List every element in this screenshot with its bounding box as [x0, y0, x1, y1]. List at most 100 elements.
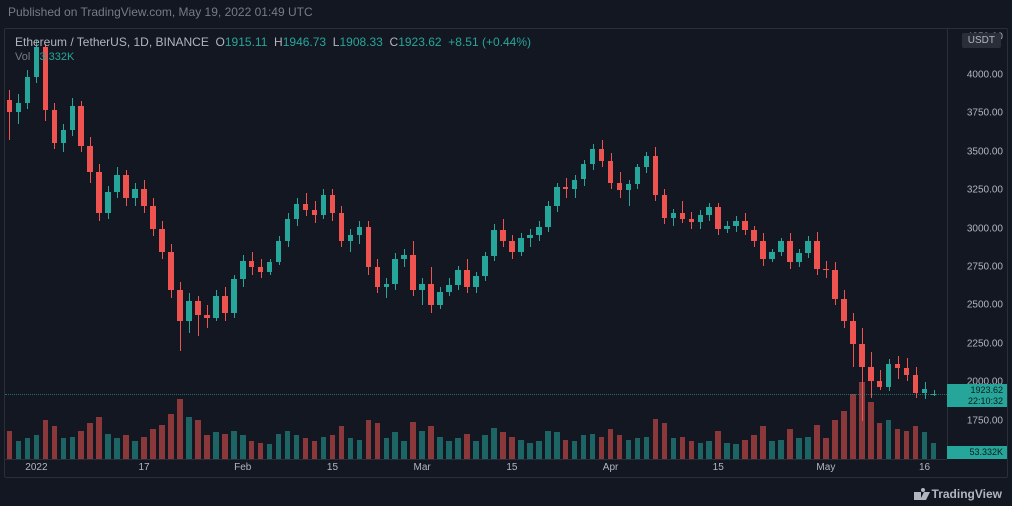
volume-bar: [590, 434, 596, 459]
candle-wick: [386, 278, 387, 298]
volume-bar: [662, 423, 668, 459]
candle-body: [375, 267, 381, 287]
volume-bar: [366, 420, 372, 459]
candle-body: [159, 229, 165, 252]
candle-body: [491, 230, 497, 256]
candle-body: [518, 238, 524, 252]
volume-bar: [545, 431, 551, 459]
time-axis[interactable]: 202217Feb15Mar15Apr15May16: [5, 459, 947, 477]
x-tick-label: Apr: [603, 462, 619, 473]
candle-wick: [9, 90, 10, 139]
x-tick-label: May: [816, 462, 835, 473]
volume-bar: [419, 431, 425, 459]
volume-bar: [357, 440, 363, 459]
x-tick-label: Feb: [234, 462, 251, 473]
volume-bar: [213, 432, 219, 459]
candle-body: [114, 175, 120, 192]
volume-bar: [321, 437, 327, 459]
candle-body: [105, 192, 111, 214]
tv-logo-icon: [914, 488, 930, 500]
volume-bar: [330, 435, 336, 459]
volume-bar: [554, 432, 560, 459]
volume-bar: [455, 438, 461, 459]
x-tick-label: 15: [713, 462, 724, 473]
volume-bar: [61, 438, 67, 459]
candle-body: [446, 285, 452, 291]
candle-body: [617, 183, 623, 191]
price-axis[interactable]: 1750.002000.002250.002500.002750.003000.…: [947, 29, 1007, 459]
y-tick-label: 1750.00: [967, 415, 1003, 426]
candle-body: [464, 270, 470, 287]
candle-body: [733, 221, 739, 226]
y-tick-label: 3000.00: [967, 223, 1003, 234]
candle-body: [428, 284, 434, 306]
volume-bar: [509, 437, 515, 459]
candle-body: [240, 261, 246, 279]
tradingview-logo: TradingView: [914, 487, 1002, 501]
candle-body: [16, 103, 22, 112]
candle-body: [52, 110, 58, 142]
volume-bar: [904, 431, 910, 459]
volume-bar: [410, 422, 416, 459]
candle-body: [249, 261, 255, 267]
x-tick-label: 15: [327, 462, 338, 473]
volume-bar: [536, 441, 542, 459]
candle-body: [339, 213, 345, 241]
volume-bar: [303, 438, 309, 459]
volume-bar: [464, 434, 470, 459]
volume-bar: [105, 434, 111, 459]
volume-bar: [769, 441, 775, 459]
candle-body: [213, 296, 219, 318]
x-tick-label: 15: [506, 462, 517, 473]
candle-body: [410, 255, 416, 290]
volume-bar: [204, 435, 210, 459]
candle-body: [590, 149, 596, 164]
candle-body: [276, 241, 282, 263]
volume-bar: [635, 438, 641, 459]
candle-body: [868, 367, 874, 381]
volume-bar: [401, 441, 407, 459]
y-tick-label: 2500.00: [967, 300, 1003, 311]
volume-bar: [922, 432, 928, 459]
volume-bar: [437, 437, 443, 459]
candle-body: [177, 290, 183, 321]
volume-bar: [742, 440, 748, 459]
y-tick-label: 2250.00: [967, 338, 1003, 349]
candle-body: [671, 213, 677, 218]
candle-body: [778, 241, 784, 252]
y-tick-label: 2750.00: [967, 262, 1003, 273]
volume-bar: [751, 435, 757, 459]
volume-bar: [626, 440, 632, 459]
candle-body: [7, 100, 13, 112]
candle-body: [742, 221, 748, 230]
candle-body: [132, 189, 138, 198]
volume-bar: [644, 437, 650, 459]
volume-bar: [348, 438, 354, 459]
volume-bar: [832, 420, 838, 459]
volume-bar: [186, 417, 192, 459]
candle-body: [841, 299, 847, 321]
candle-wick: [422, 278, 423, 306]
y-tick-label: 3750.00: [967, 108, 1003, 119]
volume-bar: [168, 414, 174, 459]
candlestick-chart[interactable]: [5, 29, 947, 459]
candle-body: [78, 106, 84, 146]
candle-body: [195, 301, 201, 315]
candle-body: [796, 253, 802, 262]
symbol-pair: Ethereum / TetherUS, 1D, BINANCE: [15, 35, 209, 49]
candle-body: [635, 167, 641, 184]
volume-value: 53.332K: [33, 51, 74, 63]
candle-body: [832, 270, 838, 299]
volume-bar: [482, 435, 488, 459]
volume-bar: [222, 434, 228, 459]
candle-body: [922, 389, 928, 393]
volume-bar: [375, 423, 381, 459]
candle-body: [715, 207, 721, 229]
candle-body: [87, 146, 93, 172]
volume-bar: [841, 411, 847, 459]
candle-body: [850, 321, 856, 344]
candle-body: [599, 149, 605, 161]
candle-body: [357, 227, 363, 235]
volume-bar: [114, 438, 120, 459]
volume-bar: [787, 429, 793, 459]
